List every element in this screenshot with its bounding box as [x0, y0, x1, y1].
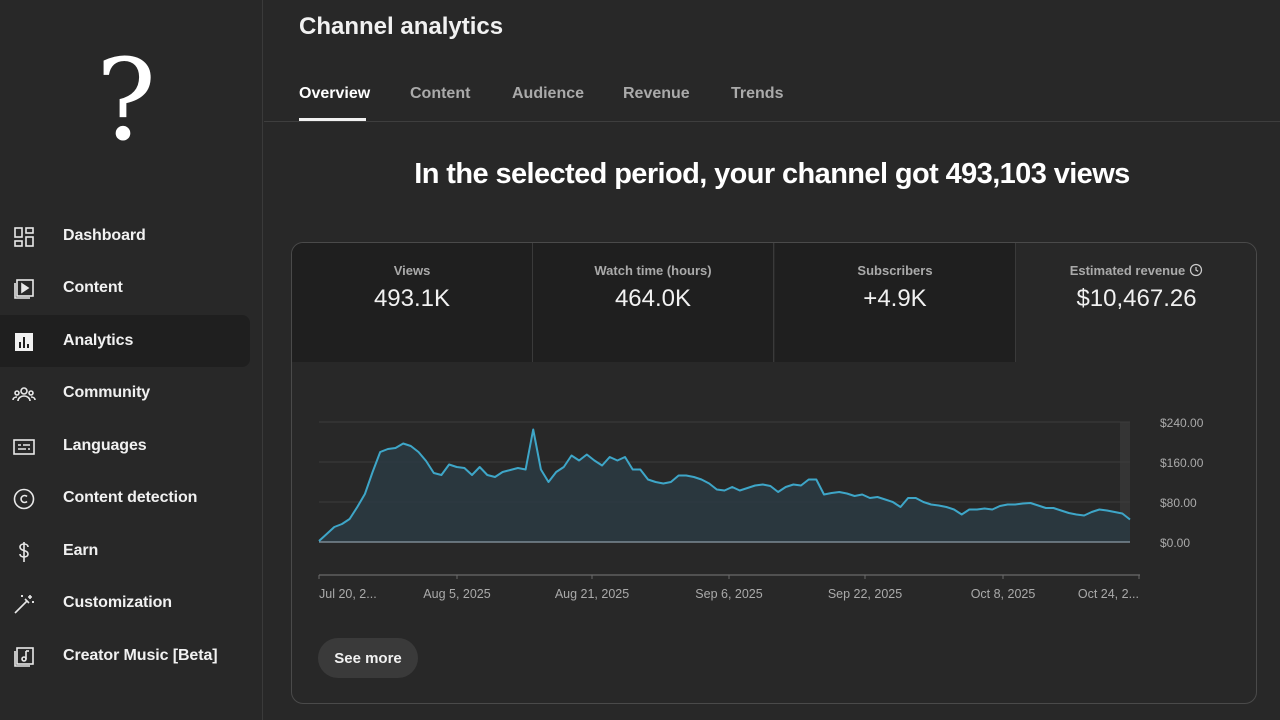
metric-views[interactable]: Views 493.1K	[292, 243, 533, 362]
x-tick-label: Aug 5, 2025	[423, 587, 490, 601]
metric-label: Views	[393, 263, 431, 278]
see-more-button[interactable]: See more	[318, 638, 418, 678]
content-icon	[12, 277, 36, 301]
tab-bar: Overview Content Audience Revenue Trends	[264, 70, 1280, 122]
magic-wand-icon	[12, 592, 36, 616]
x-tick-label: Sep 22, 2025	[828, 587, 902, 601]
metric-label: Subscribers	[857, 263, 933, 278]
clock-icon[interactable]	[1189, 263, 1203, 277]
y-tick-label: $0.00	[1160, 536, 1190, 550]
analytics-icon	[12, 330, 36, 354]
tab-trends[interactable]: Trends	[731, 85, 784, 102]
y-tick-label: $240.00	[1160, 416, 1204, 430]
x-tick-label: Sep 6, 2025	[695, 587, 762, 601]
y-tick-label: $80.00	[1160, 496, 1197, 510]
music-note-icon	[12, 645, 36, 669]
sidebar-item-label: Content detection	[63, 489, 198, 506]
chart-range-edge	[1120, 422, 1130, 542]
dollar-icon	[12, 540, 36, 564]
sidebar-item-label: Earn	[63, 542, 99, 559]
sidebar-item-label: Creator Music [Beta]	[63, 647, 218, 664]
sidebar-item-label: Analytics	[63, 332, 134, 349]
active-tab-indicator	[299, 118, 366, 121]
overview-card: Views 493.1K Watch time (hours) 464.0K S…	[291, 242, 1257, 704]
languages-icon	[12, 435, 36, 459]
revenue-chart: $240.00 $160.00 $80.00 $0.00 Jul 20, 2... Aug…	[318, 416, 1204, 601]
revenue-line	[318, 428, 1131, 542]
y-tick-label: $160.00	[1160, 456, 1204, 470]
sidebar-item-community[interactable]: Community	[0, 367, 250, 419]
sidebar-item-languages[interactable]: Languages	[0, 420, 250, 472]
x-tick-label: Oct 8, 2025	[971, 587, 1036, 601]
dashboard-icon	[12, 225, 36, 249]
metric-watch-time[interactable]: Watch time (hours) 464.0K	[533, 243, 774, 362]
tab-revenue[interactable]: Revenue	[623, 85, 690, 102]
sidebar-item-label: Content	[63, 279, 123, 296]
sidebar-item-label: Community	[63, 384, 151, 401]
channel-avatar[interactable]: ?	[86, 36, 166, 166]
community-icon	[12, 382, 36, 406]
sidebar-item-label: Customization	[63, 594, 172, 611]
sidebar-item-dashboard[interactable]: Dashboard	[0, 210, 250, 262]
sidebar-item-content-detection[interactable]: Content detection	[0, 472, 250, 524]
tab-audience[interactable]: Audience	[512, 85, 585, 102]
sidebar-item-analytics[interactable]: Analytics	[0, 315, 250, 367]
revenue-area	[319, 429, 1130, 542]
tab-content[interactable]: Content	[410, 85, 471, 102]
tab-overview[interactable]: Overview	[299, 85, 371, 102]
metric-value: 464.0K	[614, 285, 692, 312]
sidebar-item-label: Languages	[63, 437, 147, 454]
summary-headline: In the selected period, your channel got…	[414, 158, 1130, 190]
copyright-icon	[12, 487, 36, 511]
main-content: Channel analytics Overview Content Audie…	[264, 0, 1280, 720]
x-tick-label: Jul 20, 2...	[319, 587, 377, 601]
metric-subscribers[interactable]: Subscribers +4.9K	[775, 243, 1016, 362]
sidebar-item-label: Dashboard	[63, 227, 146, 244]
metric-value: $10,467.26	[1076, 285, 1197, 312]
metric-estimated-revenue[interactable]: Estimated revenue $10,467.26	[1016, 243, 1256, 362]
sidebar-item-earn[interactable]: Earn	[0, 525, 250, 577]
sidebar: ? Dashboard Content Analytics Community	[0, 0, 263, 720]
avatar-question-mark: ?	[95, 36, 157, 166]
sidebar-item-creator-music[interactable]: Creator Music [Beta]	[0, 630, 250, 682]
metric-value: +4.9K	[863, 285, 927, 312]
metric-label-text: Estimated revenue	[1069, 263, 1186, 278]
sidebar-item-content[interactable]: Content	[0, 262, 250, 314]
metric-label: Estimated revenue	[1016, 263, 1256, 278]
page-title: Channel analytics	[299, 13, 504, 40]
x-tick-label: Aug 21, 2025	[555, 587, 629, 601]
metric-label: Watch time (hours)	[594, 263, 712, 278]
x-tick-label: Oct 24, 2...	[1078, 587, 1139, 601]
sidebar-item-customization[interactable]: Customization	[0, 577, 250, 629]
metric-value: 493.1K	[373, 285, 451, 312]
